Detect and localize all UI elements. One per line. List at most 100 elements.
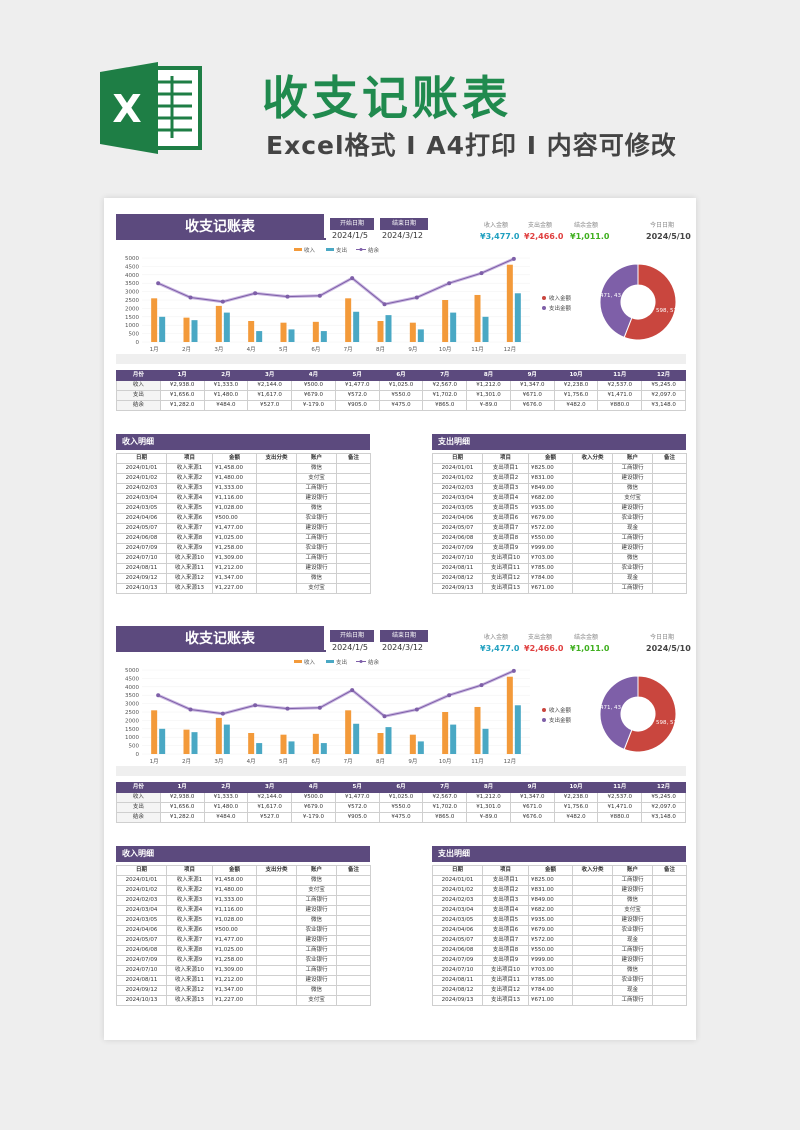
table-cell[interactable]: 支出项目10 [482, 553, 529, 564]
table-cell[interactable]: 2024/08/11 [432, 975, 483, 986]
table-cell[interactable] [652, 895, 687, 906]
table-cell[interactable] [336, 503, 371, 514]
table-cell[interactable]: 农业银行 [296, 955, 337, 966]
table-cell[interactable]: 工商银行 [612, 875, 653, 886]
table-cell[interactable]: ¥1,477.00 [212, 935, 257, 946]
table-cell[interactable]: ¥2,567.0 [422, 792, 468, 803]
table-cell[interactable]: ¥671.0 [509, 390, 555, 401]
table-cell[interactable]: 2024/01/01 [116, 875, 167, 886]
table-cell[interactable]: ¥1,458.00 [212, 463, 257, 474]
table-cell[interactable]: ¥2,938.0 [159, 380, 205, 391]
table-cell[interactable]: 2024/10/13 [116, 583, 167, 594]
table-cell[interactable] [572, 935, 613, 946]
table-cell[interactable]: 结余 [116, 812, 161, 823]
table-cell[interactable]: 2024/04/06 [432, 925, 483, 936]
table-cell[interactable]: 建设银行 [296, 563, 337, 574]
table-cell[interactable]: 微信 [296, 503, 337, 514]
table-cell[interactable] [256, 493, 297, 504]
table-cell[interactable]: 农业银行 [612, 513, 653, 524]
table-cell[interactable] [652, 975, 687, 986]
table-cell[interactable] [572, 975, 613, 986]
table-cell[interactable]: 2024/08/11 [116, 975, 167, 986]
table-cell[interactable]: ¥999.00 [528, 955, 573, 966]
table-cell[interactable] [572, 473, 613, 484]
table-cell[interactable]: ¥1,227.00 [212, 995, 257, 1006]
table-cell[interactable]: 2024/05/07 [116, 523, 167, 534]
table-cell[interactable]: 2024/03/05 [432, 503, 483, 514]
table-cell[interactable] [572, 885, 613, 896]
table-cell[interactable]: ¥1,309.00 [212, 553, 257, 564]
table-cell[interactable] [256, 955, 297, 966]
table-cell[interactable]: ¥671.00 [528, 583, 573, 594]
table-cell[interactable]: 支出项目4 [482, 493, 529, 504]
table-cell[interactable]: 收入来源1 [166, 875, 213, 886]
table-cell[interactable]: 收入 [116, 792, 161, 803]
table-cell[interactable]: ¥1,756.0 [553, 802, 599, 813]
table-cell[interactable]: ¥831.00 [528, 473, 573, 484]
table-cell[interactable]: ¥1,116.00 [212, 905, 257, 916]
table-cell[interactable] [256, 563, 297, 574]
table-cell[interactable]: ¥1,656.0 [159, 802, 205, 813]
table-cell[interactable]: 支出项目8 [482, 533, 529, 544]
table-cell[interactable]: ¥1,025.00 [212, 533, 257, 544]
table-cell[interactable] [256, 895, 297, 906]
table-cell[interactable]: 农业银行 [296, 543, 337, 554]
end-date-value[interactable]: 2024/3/12 [382, 643, 424, 652]
table-cell[interactable]: 建设银行 [612, 885, 653, 896]
table-cell[interactable]: ¥1,656.0 [159, 390, 205, 401]
table-cell[interactable] [256, 503, 297, 514]
table-cell[interactable]: 建设银行 [296, 493, 337, 504]
table-cell[interactable]: 建设银行 [296, 523, 337, 534]
table-cell[interactable]: ¥2,537.0 [597, 380, 643, 391]
table-cell[interactable]: ¥1,025.00 [212, 945, 257, 956]
table-cell[interactable]: ¥-89.0 [466, 400, 511, 411]
table-cell[interactable] [652, 503, 687, 514]
table-cell[interactable]: 收入来源5 [166, 503, 213, 514]
table-cell[interactable]: ¥1,212.00 [212, 975, 257, 986]
table-cell[interactable]: ¥1,227.00 [212, 583, 257, 594]
table-cell[interactable]: 2024/08/12 [432, 573, 483, 584]
table-cell[interactable] [652, 493, 687, 504]
table-cell[interactable] [652, 885, 687, 896]
table-cell[interactable] [256, 995, 297, 1006]
table-cell[interactable]: ¥527.0 [247, 400, 293, 411]
table-cell[interactable]: 支出项目4 [482, 905, 529, 916]
table-cell[interactable] [256, 543, 297, 554]
table-cell[interactable]: 支出项目10 [482, 965, 529, 976]
table-cell[interactable]: 2024/07/09 [116, 543, 167, 554]
table-cell[interactable] [256, 483, 297, 494]
table-cell[interactable]: ¥679.00 [528, 925, 573, 936]
table-cell[interactable]: 工商银行 [296, 533, 337, 544]
table-cell[interactable]: ¥935.00 [528, 915, 573, 926]
table-cell[interactable]: ¥679.0 [291, 390, 336, 401]
table-cell[interactable] [652, 995, 687, 1006]
table-cell[interactable]: 2024/07/10 [432, 965, 483, 976]
table-cell[interactable] [572, 463, 613, 474]
table-cell[interactable]: ¥1,702.0 [422, 390, 468, 401]
table-cell[interactable]: ¥3,148.0 [641, 812, 686, 823]
table-cell[interactable]: ¥572.00 [528, 523, 573, 534]
table-cell[interactable]: 2024/06/08 [116, 945, 167, 956]
table-cell[interactable]: 收入来源7 [166, 523, 213, 534]
table-cell[interactable] [336, 945, 371, 956]
table-cell[interactable] [652, 945, 687, 956]
table-cell[interactable] [336, 985, 371, 996]
table-cell[interactable]: 收入来源3 [166, 483, 213, 494]
table-cell[interactable]: 2024/05/07 [432, 523, 483, 534]
table-cell[interactable] [336, 583, 371, 594]
table-cell[interactable]: 工商银行 [612, 533, 653, 544]
table-cell[interactable]: 支付宝 [296, 995, 337, 1006]
table-cell[interactable]: ¥2,144.0 [247, 380, 293, 391]
table-cell[interactable] [652, 533, 687, 544]
table-cell[interactable]: 2024/05/07 [432, 935, 483, 946]
table-cell[interactable]: 2024/01/02 [116, 885, 167, 896]
table-cell[interactable]: 支出项目13 [482, 583, 529, 594]
table-cell[interactable]: 收入来源4 [166, 905, 213, 916]
table-cell[interactable]: 2024/06/08 [432, 533, 483, 544]
table-cell[interactable]: 2024/08/11 [116, 563, 167, 574]
table-cell[interactable]: 2024/06/08 [116, 533, 167, 544]
table-cell[interactable]: ¥475.0 [378, 400, 424, 411]
table-cell[interactable] [572, 945, 613, 956]
table-cell[interactable]: ¥550.00 [528, 533, 573, 544]
table-cell[interactable]: 2024/03/05 [116, 915, 167, 926]
